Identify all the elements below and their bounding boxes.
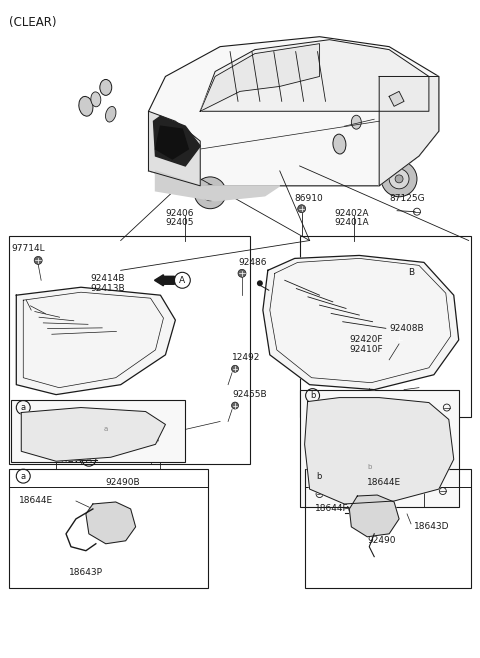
Circle shape xyxy=(417,417,441,442)
Circle shape xyxy=(108,437,113,442)
Text: 18643D: 18643D xyxy=(414,522,449,532)
Circle shape xyxy=(106,519,116,529)
Bar xyxy=(394,446,429,474)
Polygon shape xyxy=(154,116,200,166)
Text: 18644E: 18644E xyxy=(367,478,401,487)
Circle shape xyxy=(363,505,385,527)
Polygon shape xyxy=(156,126,188,159)
Circle shape xyxy=(334,463,346,475)
Text: 92405: 92405 xyxy=(166,218,194,227)
Text: 92413B: 92413B xyxy=(91,284,125,293)
FancyArrow shape xyxy=(155,275,174,286)
Bar xyxy=(9,469,208,588)
Text: 92402A: 92402A xyxy=(335,209,369,218)
Text: 92455B: 92455B xyxy=(232,390,267,399)
Bar xyxy=(300,236,471,417)
Polygon shape xyxy=(263,255,459,390)
Circle shape xyxy=(231,402,239,409)
Circle shape xyxy=(62,426,80,443)
Text: 92406: 92406 xyxy=(166,209,194,218)
Text: 92401A: 92401A xyxy=(335,218,369,227)
Polygon shape xyxy=(21,407,166,461)
Polygon shape xyxy=(379,76,439,186)
Ellipse shape xyxy=(419,123,429,139)
Circle shape xyxy=(381,161,417,197)
Circle shape xyxy=(356,436,392,472)
Circle shape xyxy=(298,205,306,213)
Text: 18644E: 18644E xyxy=(19,497,53,505)
Text: A: A xyxy=(179,276,185,285)
Text: 92420F: 92420F xyxy=(349,336,383,344)
Text: a: a xyxy=(104,426,108,432)
Text: 18644F: 18644F xyxy=(314,505,348,513)
Ellipse shape xyxy=(100,80,112,95)
Circle shape xyxy=(119,417,132,432)
Ellipse shape xyxy=(351,115,361,129)
FancyArrow shape xyxy=(385,266,405,278)
Circle shape xyxy=(366,481,382,497)
Circle shape xyxy=(423,424,435,436)
Bar xyxy=(12,399,185,462)
Ellipse shape xyxy=(106,107,116,122)
Circle shape xyxy=(66,430,76,440)
Circle shape xyxy=(34,257,42,265)
Circle shape xyxy=(202,185,218,201)
Text: B: B xyxy=(378,507,384,515)
Ellipse shape xyxy=(333,134,346,154)
Bar xyxy=(9,236,250,464)
Text: a: a xyxy=(21,403,26,412)
Circle shape xyxy=(106,434,116,444)
Circle shape xyxy=(55,418,87,450)
Text: b: b xyxy=(316,472,321,480)
Text: A: A xyxy=(86,455,92,464)
Polygon shape xyxy=(148,37,439,186)
Circle shape xyxy=(101,514,120,534)
Polygon shape xyxy=(389,91,404,107)
Circle shape xyxy=(332,409,341,419)
Polygon shape xyxy=(200,43,320,111)
Text: 92486: 92486 xyxy=(238,258,266,267)
Text: b: b xyxy=(310,391,315,400)
Text: 12492: 12492 xyxy=(232,353,261,363)
Circle shape xyxy=(365,445,383,463)
Bar xyxy=(300,390,459,507)
Circle shape xyxy=(326,405,347,424)
Text: VIEW: VIEW xyxy=(59,454,84,465)
Polygon shape xyxy=(86,502,136,544)
Polygon shape xyxy=(349,495,399,537)
Polygon shape xyxy=(156,171,280,201)
Ellipse shape xyxy=(79,97,93,116)
Circle shape xyxy=(347,426,402,482)
Circle shape xyxy=(238,269,246,277)
Bar xyxy=(305,469,471,588)
Text: a: a xyxy=(21,472,26,480)
Circle shape xyxy=(389,169,409,189)
Circle shape xyxy=(194,177,226,209)
Ellipse shape xyxy=(401,140,413,158)
Text: 18643P: 18643P xyxy=(69,568,103,577)
Text: B: B xyxy=(408,268,414,277)
Text: (CLEAR): (CLEAR) xyxy=(9,16,57,29)
Polygon shape xyxy=(16,288,175,395)
Ellipse shape xyxy=(91,92,101,107)
Text: 92490B: 92490B xyxy=(106,478,141,487)
Polygon shape xyxy=(148,111,200,186)
Circle shape xyxy=(102,430,120,448)
Text: 92408B: 92408B xyxy=(389,324,424,332)
Text: 92410F: 92410F xyxy=(349,345,383,355)
Circle shape xyxy=(369,511,379,521)
Polygon shape xyxy=(200,39,429,111)
Circle shape xyxy=(395,336,403,344)
Text: 97714L: 97714L xyxy=(12,244,45,253)
Text: b: b xyxy=(367,464,372,470)
Circle shape xyxy=(231,365,239,372)
Text: 92414B: 92414B xyxy=(91,274,125,283)
Circle shape xyxy=(395,175,403,183)
Polygon shape xyxy=(305,397,454,504)
Circle shape xyxy=(257,280,263,286)
Text: VIEW: VIEW xyxy=(348,506,372,516)
Text: 92490: 92490 xyxy=(367,536,396,545)
Text: 86910: 86910 xyxy=(295,194,324,203)
Text: 87125G: 87125G xyxy=(389,194,425,203)
